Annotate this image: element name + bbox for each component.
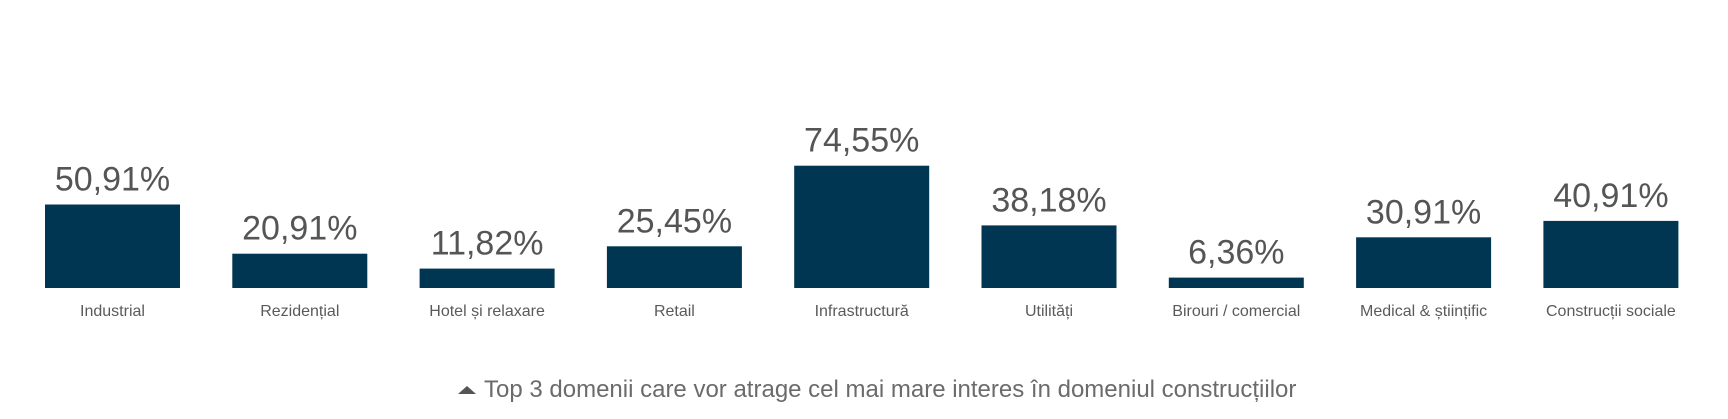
value-label-2: 20,91% xyxy=(242,210,357,248)
value-label-1: 50,91% xyxy=(55,161,170,199)
value-label-8: 30,91% xyxy=(1366,193,1481,231)
bar-5 xyxy=(794,165,930,288)
bar-6 xyxy=(981,225,1117,288)
chart-caption: Top 3 domenii care vor atrage cel mai ma… xyxy=(458,376,1296,403)
category-label-7: Birouri / comercial xyxy=(1172,303,1300,320)
category-label-5: Infrastructură xyxy=(815,303,909,320)
bar-3 xyxy=(419,268,555,288)
bar-9 xyxy=(1543,220,1679,288)
category-label-6: Utilități xyxy=(1025,303,1073,320)
triangle-up-icon xyxy=(458,386,476,394)
category-label-9: Construcții sociale xyxy=(1546,303,1676,320)
bar-8 xyxy=(1356,237,1492,288)
bar-1 xyxy=(45,204,180,288)
bars-group xyxy=(45,165,1679,288)
value-label-4: 25,45% xyxy=(617,202,732,240)
category-label-8: Medical & științific xyxy=(1360,303,1487,320)
category-label-1: Industrial xyxy=(80,303,145,320)
bar-4 xyxy=(606,246,742,288)
category-label-3: Hotel și relaxare xyxy=(429,303,545,320)
category-label-4: Retail xyxy=(654,303,695,320)
category-labels-group: Industrial Rezidențial Hotel și relaxare Re… xyxy=(80,303,1676,320)
value-label-6: 38,18% xyxy=(991,181,1106,219)
value-labels-group: 50,91% 20,91% 11,82% 25,45% 74,55% 38,18% 6,36… xyxy=(55,122,1669,272)
bar-7 xyxy=(1168,277,1304,288)
category-label-2: Rezidențial xyxy=(260,303,339,320)
value-label-9: 40,91% xyxy=(1553,177,1668,215)
value-label-3: 11,82% xyxy=(431,225,544,263)
value-label-5: 74,55% xyxy=(804,122,919,160)
value-label-7: 6,36% xyxy=(1188,234,1284,272)
bar-2 xyxy=(232,253,368,288)
caption-text: Top 3 domenii care vor atrage cel mai ma… xyxy=(484,376,1296,403)
